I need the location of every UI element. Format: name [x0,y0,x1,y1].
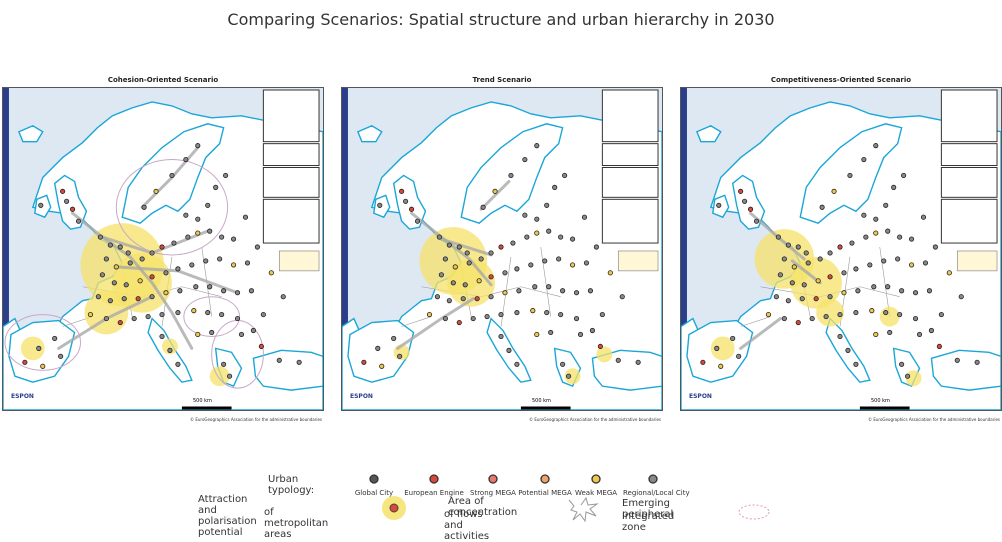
peripheral-zone-symbol [738,504,770,520]
map-panel-2: Competitiveness-Oriented Scenario ESPON 50… [680,76,1002,422]
legend-type-4: Weak MEGA [566,470,626,497]
legend-type-label: Weak MEGA [574,489,618,497]
legend-type-symbol-icon [429,474,439,484]
page-title: Comparing Scenarios: Spatial structure a… [227,10,775,29]
legend-type-symbol-icon [369,474,379,484]
legend-type-label: Potential MEGA [518,489,572,497]
map-panel-0: Cohesion-Oriented Scenario ESPON 500 km © E… [2,76,324,422]
flows-symbol [568,496,599,523]
legend-type-symbol-icon [591,474,601,484]
legend-type-label: Strong MEGA [470,489,516,497]
espon-logo: ESPON [350,393,373,400]
legend-type-symbol-icon [488,474,498,484]
legend-peripheral-label-1: Emerging peripheral [622,498,674,520]
scale-label: 500 km [871,398,890,404]
legend-type-5: Regional/Local City [623,470,690,497]
legend-type-label: Global City [354,489,394,497]
legend-type-label: Regional/Local City [623,489,690,497]
map-frame: ESPON 500 km [2,87,324,411]
legend-type-symbol-icon [540,474,550,484]
map-credit: © EuroGeographics Association for the ad… [868,417,1000,422]
map-frame: ESPON 500 km [680,87,1002,411]
europe-map [681,88,1001,410]
map-title: Competitiveness-Oriented Scenario [770,76,912,84]
legend-type-symbol-icon [648,474,658,484]
espon-logo: ESPON [11,393,34,400]
scale-label: 500 km [193,398,212,404]
legend-type-1: European Engine [404,470,464,497]
attraction-symbol [382,496,406,520]
legend-typology-label: Urban typology: [268,474,315,496]
legend-flows-label-1: Area of concentration [448,496,518,518]
legend-flows-label-2: of flows and activities [444,509,490,542]
map-panel-1: Trend Scenario ESPON 500 km © EuroGeographi… [341,76,663,422]
europe-map [3,88,323,410]
scale-label: 500 km [532,398,551,404]
legend-attraction-label-1: Attraction and polarisation potential [198,494,257,538]
map-credit: © EuroGeographics Association for the ad… [190,417,322,422]
legend-type-label: European Engine [404,489,464,497]
legend-peripheral-label-2: integrated zone [622,511,675,533]
legend-type-2: Strong MEGA [463,470,523,497]
espon-logo: ESPON [689,393,712,400]
map-credit: © EuroGeographics Association for the ad… [529,417,661,422]
map-title: Trend Scenario [472,76,532,84]
legend-type-0: Global City [344,470,404,497]
europe-map [342,88,662,410]
legend-attraction-label-2: of metropolitan areas [264,507,329,540]
map-frame: ESPON 500 km [341,87,663,411]
legend-type-3: Potential MEGA [515,470,575,497]
map-title: Cohesion-Oriented Scenario [107,76,219,84]
